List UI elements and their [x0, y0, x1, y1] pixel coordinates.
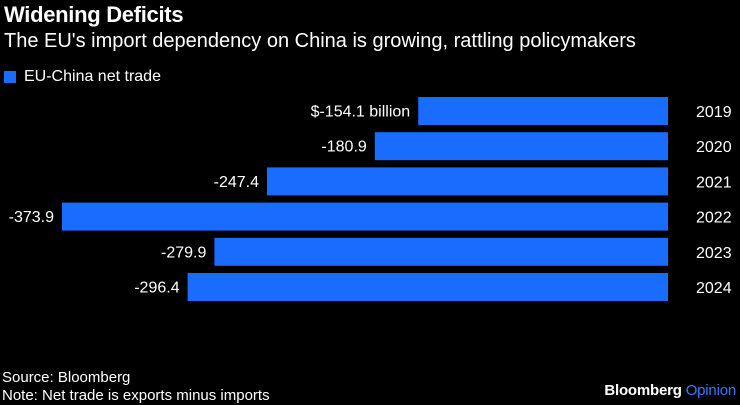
value-label-2022: -373.9: [9, 209, 54, 226]
legend: EU-China net trade: [4, 68, 161, 86]
chart-subtitle: The EU's import dependency on China is g…: [4, 30, 636, 52]
category-label-2023: 2023: [696, 245, 732, 262]
footnote: Note: Net trade is exports minus imports: [2, 387, 270, 404]
chart-title: Widening Deficits: [4, 2, 184, 27]
value-label-2020: -180.9: [321, 139, 366, 156]
value-label-2024: -296.4: [134, 280, 179, 297]
value-label-2021: -247.4: [214, 174, 259, 191]
source-note: Source: Bloomberg: [2, 369, 131, 386]
bar-chart: $-154.1 billion 2019 -180.9 2020 -247.4 2021 -…: [9, 97, 732, 301]
bar-2020: [374, 132, 668, 161]
brand-secondary: Opinion: [685, 382, 737, 399]
brand-primary: Bloomberg: [604, 382, 682, 399]
category-label-2021: 2021: [696, 174, 732, 191]
legend-swatch: [4, 71, 16, 83]
bar-2023: [214, 237, 668, 266]
category-label-2022: 2022: [696, 210, 732, 227]
value-label-2019: $-154.1 billion: [311, 104, 411, 121]
category-label-2020: 2020: [696, 139, 732, 156]
category-label-2019: 2019: [696, 104, 732, 121]
value-label-2023: -279.9: [161, 244, 206, 261]
legend-label: EU-China net trade: [24, 68, 161, 85]
bar-2022: [62, 202, 668, 231]
category-label-2024: 2024: [696, 280, 732, 297]
brand-logo: Bloomberg Opinion: [604, 382, 736, 399]
bar-2021: [267, 167, 668, 196]
bar-2019: [418, 97, 668, 125]
bar-2024: [187, 273, 668, 301]
